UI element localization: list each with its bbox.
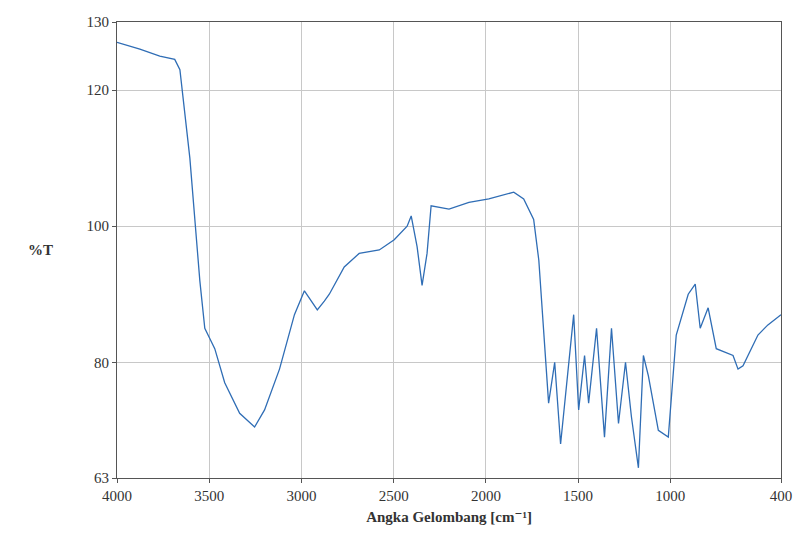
svg-text:80: 80 xyxy=(94,355,109,371)
svg-text:1000: 1000 xyxy=(655,488,685,504)
svg-text:120: 120 xyxy=(87,82,110,98)
svg-text:130: 130 xyxy=(87,14,110,30)
svg-text:400: 400 xyxy=(770,488,793,504)
svg-text:4000: 4000 xyxy=(102,488,132,504)
svg-text:3500: 3500 xyxy=(194,488,224,504)
svg-text:2000: 2000 xyxy=(471,488,501,504)
svg-text:100: 100 xyxy=(87,218,110,234)
svg-text:%T: %T xyxy=(28,242,53,258)
svg-text:2500: 2500 xyxy=(379,488,409,504)
svg-text:3000: 3000 xyxy=(286,488,316,504)
svg-text:1500: 1500 xyxy=(563,488,593,504)
svg-text:63: 63 xyxy=(94,470,109,486)
svg-text:Angka Gelombang [cm⁻¹]: Angka Gelombang [cm⁻¹] xyxy=(366,509,532,525)
